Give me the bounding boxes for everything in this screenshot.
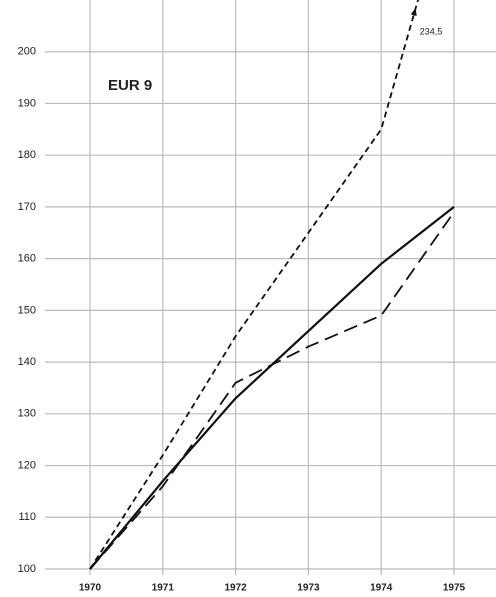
x-tick-label: 1970 (79, 583, 102, 594)
x-tick-label: 1973 (297, 583, 320, 594)
y-tick-label: 180 (18, 149, 36, 161)
y-tick-label: 150 (18, 304, 36, 316)
line (89, 211, 455, 570)
plot: 100 110 120 130 140 150 160 170 180 190 200 1970 197… (18, 0, 496, 594)
line (89, 206, 455, 570)
y-tick-label: 100 (18, 563, 36, 575)
y-tick-label: 160 (18, 253, 36, 265)
y-tick-label: 110 (18, 511, 36, 523)
y-tick-label: 120 (18, 459, 36, 471)
x-tick-label: 1974 (370, 583, 393, 594)
value-label: 234,5 (420, 26, 443, 36)
y-tick-label: 140 (18, 356, 36, 368)
x-tick-label: 1975 (443, 583, 466, 594)
y-tick-label: 130 (18, 408, 36, 420)
x-tick-label: 1971 (152, 583, 175, 594)
y-tick-label: 200 (18, 46, 36, 58)
chart-title: EUR 9 (108, 77, 152, 94)
y-tick-label: 170 (18, 201, 36, 213)
x-tick-label: 1972 (224, 583, 247, 594)
y-tick-label: 190 (18, 97, 36, 109)
arrowhead (410, 8, 417, 16)
line (89, 0, 419, 570)
